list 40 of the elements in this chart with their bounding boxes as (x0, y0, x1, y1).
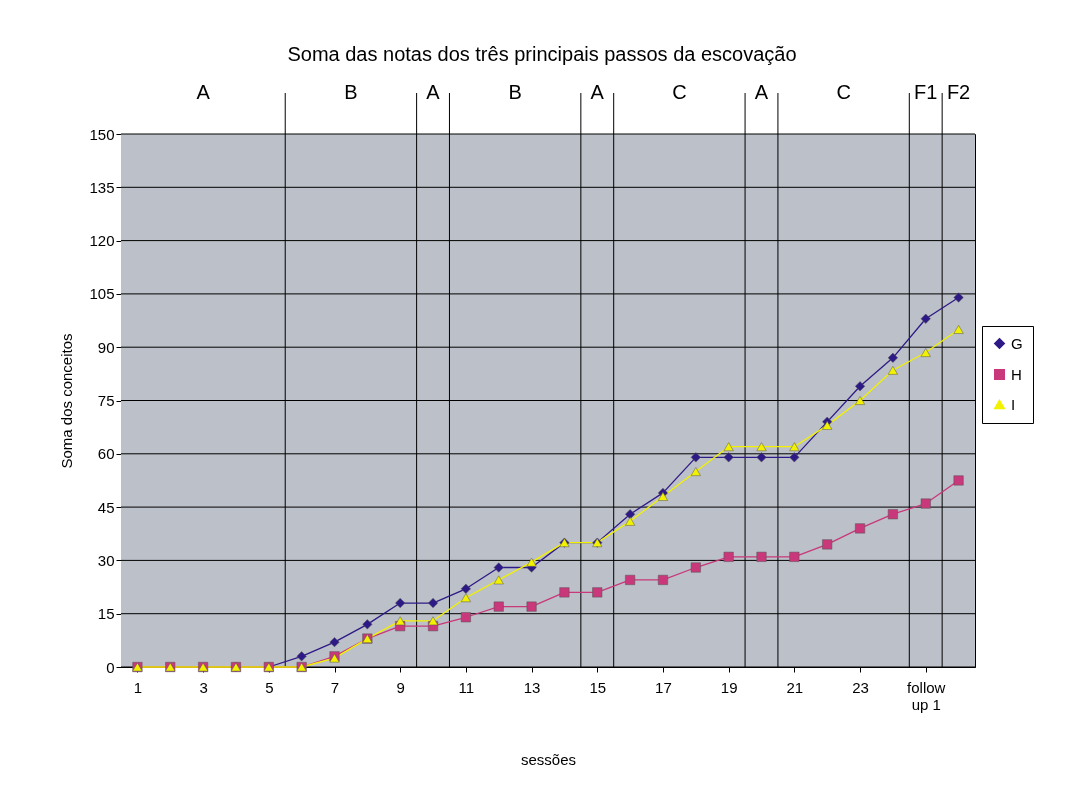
y-tick-label: 90 (97, 338, 115, 356)
x-axis-title: sessões (520, 750, 577, 768)
y-tick-label: 120 (89, 232, 115, 250)
band-label: A (196, 81, 211, 103)
x-tick-label: 23 (852, 678, 869, 696)
legend-label: H (1011, 365, 1022, 383)
legend-label: I (1011, 395, 1016, 413)
x-tick-label: 11 (458, 678, 475, 696)
band-label: F1 (914, 81, 938, 103)
y-tick-label: 45 (97, 498, 115, 516)
y-tick-label: 75 (97, 392, 115, 409)
band-label: A (590, 81, 605, 103)
legend-label: G (1011, 334, 1023, 352)
x-tick-label: 9 (396, 678, 405, 696)
x-tick-label: 7 (330, 678, 340, 696)
y-tick-label: 135 (89, 178, 115, 196)
x-tick-label: 13 (523, 678, 541, 696)
x-tick-label: 3 (199, 678, 208, 696)
x-tick-label: 1 (133, 678, 143, 696)
y-tick-label: 150 (89, 125, 115, 143)
band-label: B (344, 81, 358, 103)
y-tick-label: 30 (97, 551, 115, 569)
x-tick-label: 17 (655, 678, 672, 696)
y-tick-label: 60 (97, 445, 115, 463)
y-tick-label: 15 (97, 605, 115, 623)
x-tick-label: 19 (720, 678, 738, 696)
y-tick-label: 105 (89, 285, 115, 303)
band-label: C (672, 81, 687, 103)
x-tick-label: 5 (265, 678, 274, 696)
y-tick-label: 0 (106, 658, 115, 676)
band-label: C (836, 81, 851, 103)
x-tick-label: 15 (589, 678, 607, 696)
band-label: B (508, 81, 522, 103)
band-label: A (426, 81, 441, 103)
y-axis-title: Soma dos conceitos (58, 333, 76, 469)
x-tick-label: 21 (786, 678, 804, 696)
chart-title: Soma das notas dos três principais passos da escovação (287, 43, 797, 65)
x-tick-label: follow up 1 (907, 678, 946, 713)
band-label: A (754, 81, 769, 103)
band-label: F2 (946, 81, 971, 103)
